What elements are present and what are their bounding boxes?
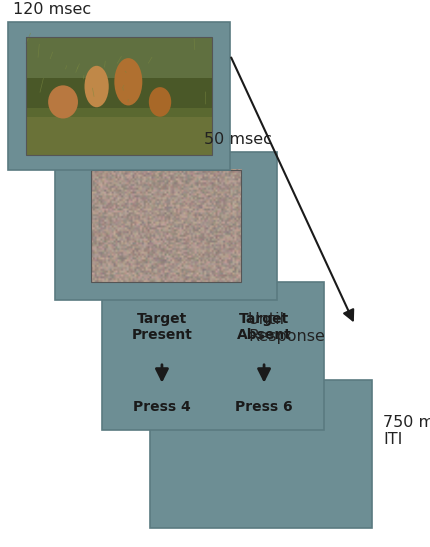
- Text: 50 msec: 50 msec: [204, 132, 272, 147]
- Text: 120 msec: 120 msec: [13, 2, 91, 17]
- Text: Until
Response: Until Response: [248, 312, 325, 345]
- Text: Target
Present: Target Present: [132, 312, 192, 342]
- Bar: [26, 117, 212, 155]
- Bar: [55, 152, 277, 300]
- Bar: [26, 37, 212, 90]
- Bar: [150, 380, 372, 528]
- Bar: [91, 170, 242, 282]
- Text: 750 msec
ITI: 750 msec ITI: [383, 415, 430, 447]
- Bar: [8, 22, 230, 170]
- Text: Target
Absent: Target Absent: [237, 312, 292, 342]
- Ellipse shape: [149, 87, 171, 117]
- Ellipse shape: [85, 66, 109, 107]
- Ellipse shape: [114, 58, 142, 106]
- Ellipse shape: [48, 85, 78, 119]
- Bar: [26, 78, 212, 108]
- Bar: [26, 37, 212, 155]
- Bar: [102, 282, 324, 430]
- Text: Press 4: Press 4: [133, 400, 191, 415]
- Text: Press 6: Press 6: [235, 400, 293, 415]
- Bar: [26, 37, 212, 155]
